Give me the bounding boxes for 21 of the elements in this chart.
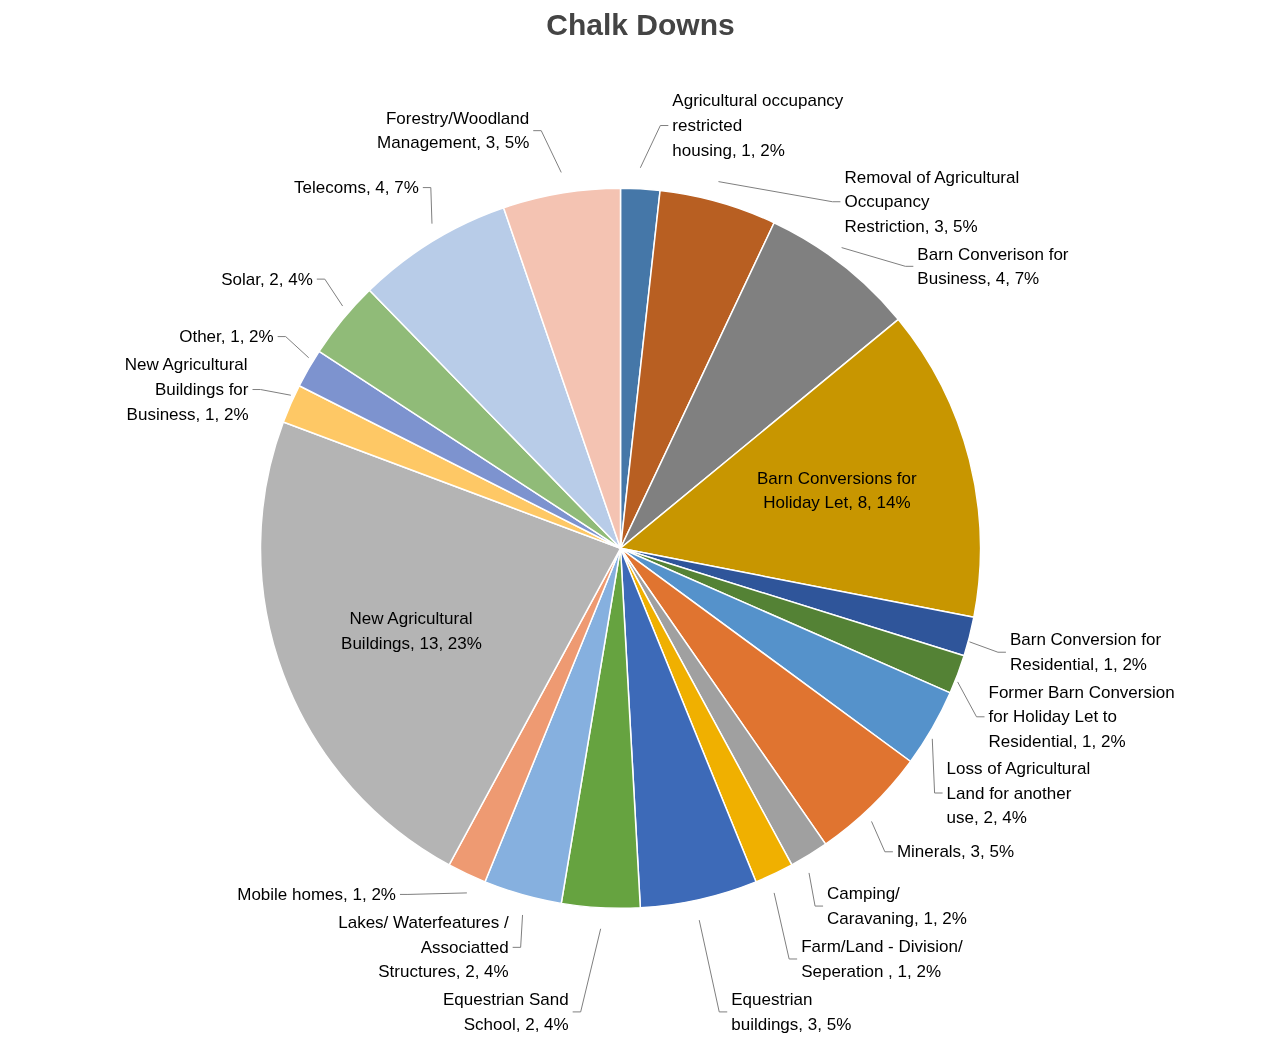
slice-label: Former Barn Conversion for Holiday Let to Residential, 1, 2% (988, 682, 1175, 751)
slice-label: Farm/Land - Division/ Seperation , 1, 2% (801, 937, 963, 981)
slice-label: Equestrian buildings, 3, 5% (731, 990, 852, 1034)
slice-label: Barn Conversion for Residential, 1, 2% (1009, 630, 1162, 675)
slice-label: Equestrian Sand School, 2, 4% (442, 990, 569, 1034)
slice-label: Other, 1, 2% (179, 327, 274, 347)
slice-label: Barn Converison for Business, 4, 7% (917, 244, 1069, 289)
slice-label: Minerals, 3, 5% (896, 842, 1015, 862)
slice-label: Forestry/Woodland Management, 3, 5% (377, 108, 530, 153)
slice-label: Barn Conversions for Holiday Let, 8, 14% (757, 468, 918, 513)
slice-label: Mobile homes, 1, 2% (237, 884, 396, 904)
slice-label: Telecoms, 4, 7% (294, 178, 419, 198)
slice-label: New Agricultural Buildings for Business, 1, 2% (124, 355, 249, 424)
slice-label: Solar, 2, 4% (221, 269, 313, 289)
slice-label: Removal of Agricultural Occupancy Restriction, 3, 5% (844, 167, 1020, 236)
slice-label: Agricultural occupancy restricted housing, 1, 2% (672, 91, 844, 160)
slice-label: Camping/ Caravaning, 1, 2% (827, 884, 967, 928)
chart-title: Chalk Downs (546, 7, 735, 41)
slice-label: Lakes/ Waterfeatures / Associatted Structures, 2, 4% (338, 913, 509, 982)
slice-label: Loss of Agricultural Land for another use, 2, 4% (946, 758, 1091, 828)
slice-label: New Agricultural Buildings, 13, 23% (341, 609, 482, 653)
